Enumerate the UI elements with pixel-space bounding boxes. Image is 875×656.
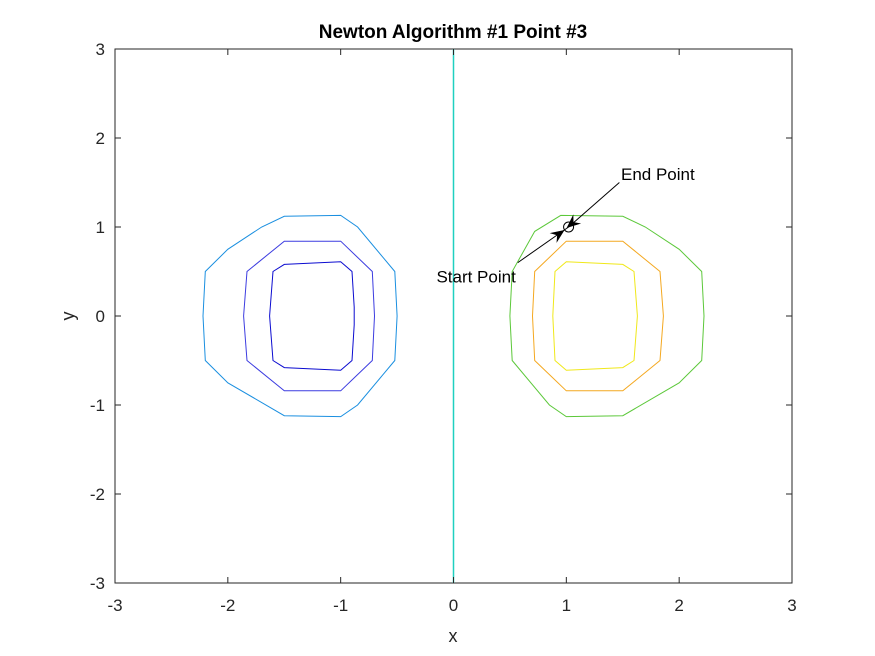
y-axis-label: y bbox=[58, 312, 78, 321]
contour-lines bbox=[202, 49, 705, 583]
y-tick-label: 0 bbox=[96, 307, 105, 326]
x-tick-label: -1 bbox=[333, 596, 348, 615]
contour-line-3 bbox=[202, 214, 398, 418]
end-arrowhead bbox=[566, 214, 582, 228]
x-tick-label: 2 bbox=[674, 596, 683, 615]
y-tick-label: -2 bbox=[90, 485, 105, 504]
y-tick-label: 1 bbox=[96, 218, 105, 237]
start-point-label: Start Point bbox=[436, 268, 516, 287]
end-point-label: End Point bbox=[621, 165, 695, 184]
y-tick-label: 3 bbox=[96, 40, 105, 59]
search-path bbox=[517, 182, 620, 264]
start-arrowhead bbox=[549, 230, 565, 243]
x-tick-label: 3 bbox=[787, 596, 796, 615]
plot-area: -3 -2 -1 0 1 2 3 -3 -2 -1 0 1 2 3 Start Point End Poin… bbox=[90, 40, 797, 615]
chart-title: Newton Algorithm #1 Point #3 bbox=[319, 22, 588, 43]
x-axis-label: x bbox=[449, 626, 458, 646]
x-tick-label: -2 bbox=[220, 596, 235, 615]
x-tick-label: 0 bbox=[449, 596, 458, 615]
x-tick-label: -3 bbox=[107, 596, 122, 615]
contour-line-7 bbox=[552, 261, 638, 371]
contour-line-1 bbox=[269, 261, 355, 371]
axis-ticks: -3 -2 -1 0 1 2 3 -3 -2 -1 0 1 2 3 bbox=[90, 40, 797, 615]
contour-line-2 bbox=[243, 240, 376, 392]
contour-line-6 bbox=[531, 240, 664, 392]
x-tick-label: 1 bbox=[562, 596, 571, 615]
end-point-marker bbox=[563, 221, 575, 233]
annotations: Start Point End Point bbox=[436, 165, 695, 287]
y-tick-label: -3 bbox=[90, 574, 105, 593]
end-point-leader bbox=[568, 182, 620, 228]
contour-line-5 bbox=[509, 214, 705, 418]
y-tick-label: -1 bbox=[90, 396, 105, 415]
y-tick-label: 2 bbox=[96, 129, 105, 148]
